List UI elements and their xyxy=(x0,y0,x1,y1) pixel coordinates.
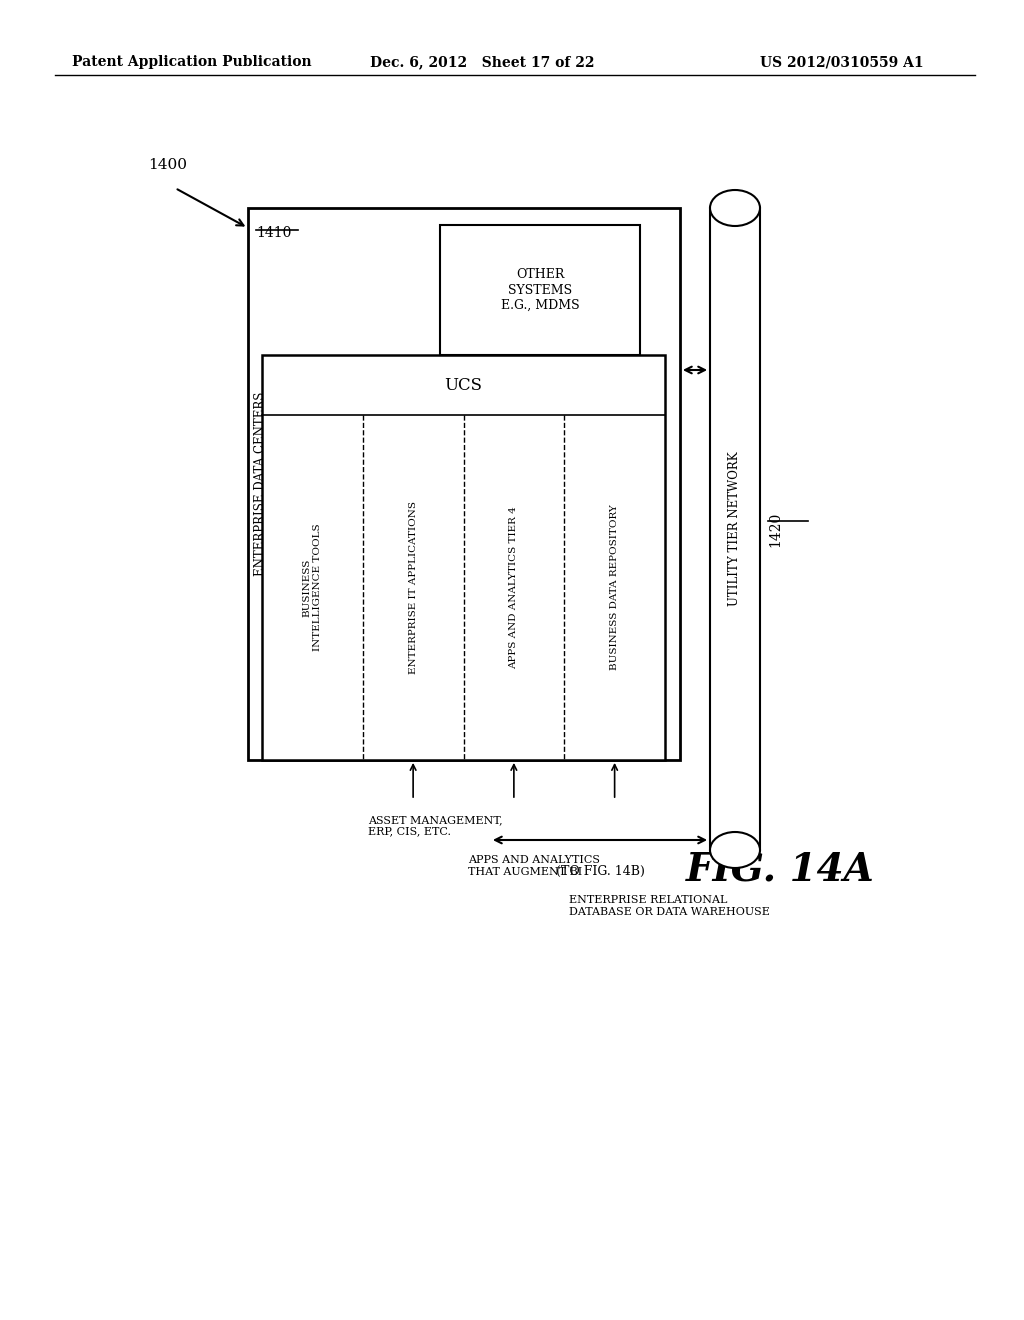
Bar xyxy=(262,355,665,760)
Text: UCS: UCS xyxy=(444,376,482,393)
Text: BUSINESS
INTELLIGENCE TOOLS: BUSINESS INTELLIGENCE TOOLS xyxy=(303,524,323,651)
Text: ENTERPRISE IT APPLICATIONS: ENTERPRISE IT APPLICATIONS xyxy=(409,502,418,675)
Bar xyxy=(248,209,680,760)
Text: ENTERPRISE DATA CENTERS: ENTERPRISE DATA CENTERS xyxy=(254,392,266,577)
Text: US 2012/0310559 A1: US 2012/0310559 A1 xyxy=(760,55,924,69)
Text: FIG. 14A: FIG. 14A xyxy=(686,851,874,888)
Text: (TO FIG. 14B): (TO FIG. 14B) xyxy=(556,865,644,878)
Bar xyxy=(710,209,760,850)
Text: Dec. 6, 2012   Sheet 17 of 22: Dec. 6, 2012 Sheet 17 of 22 xyxy=(370,55,595,69)
Text: ASSET MANAGEMENT,
ERP, CIS, ETC.: ASSET MANAGEMENT, ERP, CIS, ETC. xyxy=(368,814,503,837)
Text: APPS AND ANALYTICS TIER 4: APPS AND ANALYTICS TIER 4 xyxy=(509,506,518,669)
Text: UTILITY TIER NETWORK: UTILITY TIER NETWORK xyxy=(728,451,741,606)
Text: Patent Application Publication: Patent Application Publication xyxy=(72,55,311,69)
Text: ENTERPRISE RELATIONAL
DATABASE OR DATA WAREHOUSE: ENTERPRISE RELATIONAL DATABASE OR DATA W… xyxy=(569,895,770,916)
Ellipse shape xyxy=(710,190,760,226)
Text: 1400: 1400 xyxy=(148,158,187,172)
Bar xyxy=(440,224,640,355)
Text: 1410: 1410 xyxy=(256,226,292,240)
Text: OTHER
SYSTEMS
E.G., MDMS: OTHER SYSTEMS E.G., MDMS xyxy=(501,268,580,312)
Text: APPS AND ANALYTICS
THAT AUGMENT BI: APPS AND ANALYTICS THAT AUGMENT BI xyxy=(469,855,600,876)
Text: 1420: 1420 xyxy=(768,511,782,546)
Text: BUSINESS DATA REPOSITORY: BUSINESS DATA REPOSITORY xyxy=(610,504,620,671)
Ellipse shape xyxy=(710,832,760,869)
